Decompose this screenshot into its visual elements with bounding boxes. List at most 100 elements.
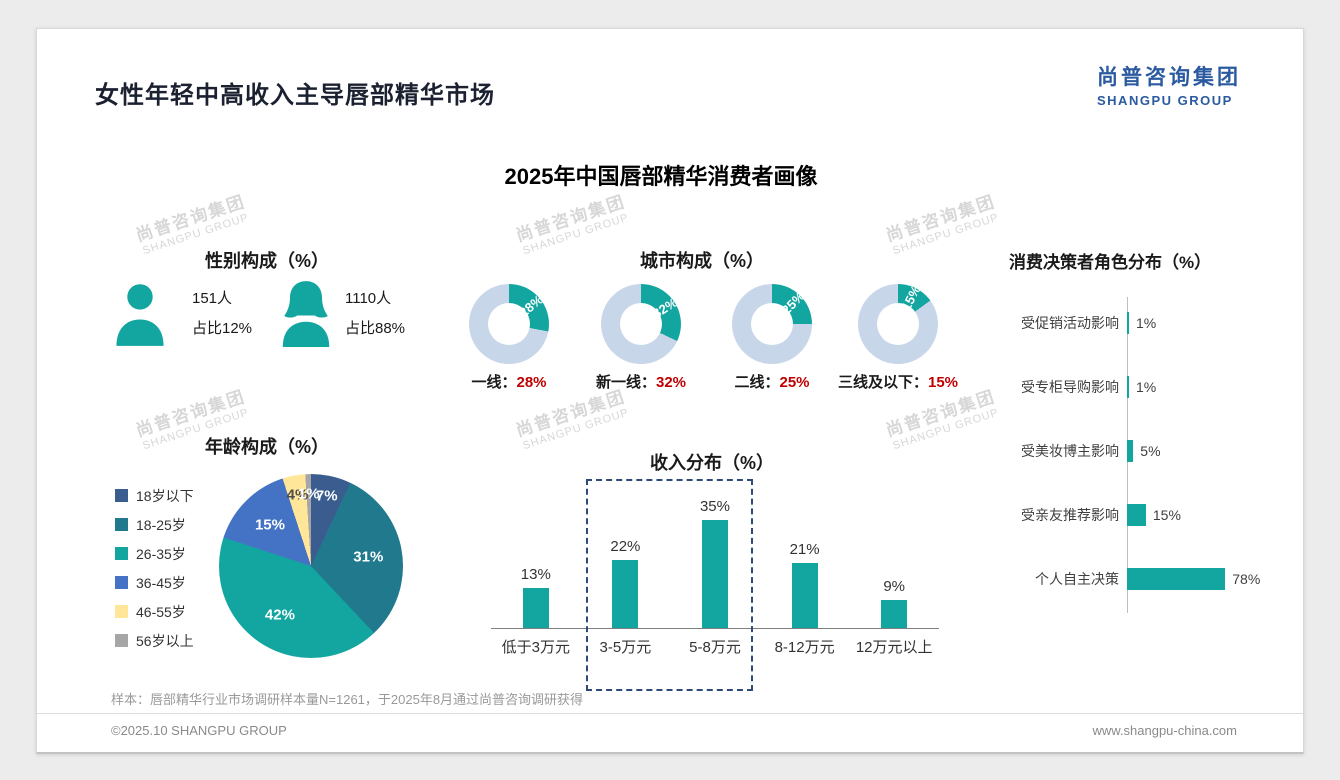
legend-swatch (115, 489, 128, 502)
decision-bar (1127, 312, 1129, 334)
donut-chart-tier3: 15% (858, 283, 938, 364)
legend-swatch (115, 547, 128, 560)
bar-value-label: 22% (610, 537, 641, 555)
watermark: 尚普咨询集团 SHANGPU GROUP (860, 180, 1024, 265)
female-share: 占比88% (345, 320, 406, 337)
decision-bar (1127, 440, 1134, 462)
age-section-title: 年龄构成（%） (204, 437, 329, 457)
legend-item: 36-45岁 (115, 568, 194, 597)
income-bar-group: 22% (581, 538, 671, 628)
sample-footnote: 样本：唇部精华行业市场调研样本量N=1261，于2025年8月通过尚普咨询调研获… (111, 692, 584, 707)
income-section-title: 收入分布（%） (649, 453, 774, 473)
income-bar (881, 600, 908, 628)
decision-category-label: 受美妆博主影响 (1021, 443, 1119, 459)
income-category-label: 12万元以上 (855, 639, 933, 656)
company-logo: 尚普咨询集团 SHANGPU GROUP (1097, 61, 1241, 108)
income-bar-group: 13% (491, 566, 581, 628)
donut-caption: 二线：25% (697, 371, 847, 392)
pie-slice-label: 31% (353, 548, 384, 566)
decision-value-label: 5% (1140, 443, 1161, 459)
female-count: 1110人 (345, 290, 392, 307)
income-bar-group: 9% (849, 578, 939, 628)
decision-value-label: 1% (1136, 379, 1157, 395)
income-category-label: 5-8万元 (689, 639, 741, 656)
decision-category-label: 受促销活动影响 (1021, 315, 1119, 331)
legend-item: 18岁以下 (115, 481, 194, 510)
donut-caption-value: 25% (779, 374, 810, 391)
watermark-cn: 尚普咨询集团 (883, 192, 998, 246)
income-bar (522, 587, 549, 628)
donut-caption-label: 一线： (471, 374, 517, 391)
income-axis-line (491, 628, 939, 629)
donut-caption-label: 二线： (734, 374, 780, 391)
decision-category-label: 个人自主决策 (1035, 571, 1119, 587)
legend-swatch (115, 605, 128, 618)
donut-value-label: 32% (650, 295, 681, 322)
decision-row: 受专柜导购影响 1% (977, 355, 1307, 419)
legend-label: 26-35岁 (136, 545, 186, 562)
legend-label: 18岁以下 (136, 487, 194, 504)
decision-value-label: 15% (1152, 507, 1181, 523)
donut-chart-tier2: 25% (732, 284, 812, 364)
decision-section-title: 消费决策者角色分布（%） (1009, 253, 1212, 272)
pie-slice-label: 1% (297, 485, 320, 503)
income-bar (612, 559, 639, 628)
age-legend: 18岁以下 18-25岁 26-35岁 36-45岁 46-55岁 56岁以上 (115, 481, 194, 655)
donut-caption-value: 32% (655, 374, 687, 391)
footer-copyright: ©2025.10 SHANGPU GROUP (111, 723, 287, 738)
pie-slice-label: 7% (315, 487, 338, 505)
page-title: 女性年轻中高收入主导唇部精华市场 (95, 82, 495, 109)
decision-value-label: 78% (1232, 571, 1261, 587)
donut-caption-label: 新一线： (595, 374, 656, 391)
income-bar-group: 21% (760, 541, 850, 628)
decision-hbar-chart: 受促销活动影响 1% 受专柜导购影响 1% 受美妆博主影响 5% 受亲友推荐影响… (977, 291, 1307, 611)
income-bar (791, 562, 818, 628)
pie-slice-label: 4% (286, 486, 309, 504)
pie-slice-label: 15% (254, 516, 285, 534)
decision-row: 个人自主决策 78% (977, 547, 1307, 611)
legend-swatch (115, 576, 128, 589)
donut-caption-value: 15% (927, 374, 959, 391)
donut-caption: 三线及以下：15% (823, 371, 973, 392)
income-category-label: 3-5万元 (599, 639, 652, 656)
footer-divider (37, 713, 1303, 714)
legend-swatch (115, 518, 128, 531)
legend-item: 46-55岁 (115, 597, 194, 626)
logo-cn: 尚普咨询集团 (1097, 66, 1241, 89)
bar-value-label: 21% (789, 540, 820, 558)
male-count: 151人 (192, 290, 233, 307)
decision-category-label: 受亲友推荐影响 (1021, 507, 1119, 523)
donut-caption: 一线：28% (434, 371, 584, 392)
decision-row: 受亲友推荐影响 15% (977, 483, 1307, 547)
age-pie: 7% 31% 42% 15% 4% 1% (219, 474, 403, 658)
decision-category-label: 受专柜导购影响 (1021, 379, 1119, 395)
decision-value-label: 1% (1136, 315, 1157, 331)
decision-bar (1127, 376, 1129, 398)
donut-value-label: 25% (777, 288, 808, 318)
female-icon (275, 279, 337, 354)
legend-label: 18-25岁 (136, 516, 186, 533)
income-bars: 13% 22% 35% 21% 9% (491, 484, 939, 628)
legend-label: 56岁以上 (136, 632, 194, 649)
decision-bar (1127, 504, 1146, 526)
watermark-cn: 尚普咨询集团 (133, 192, 248, 246)
logo-en: SHANGPU GROUP (1097, 93, 1233, 108)
donut-value-label: 28% (516, 291, 547, 320)
slide: 尚普咨询集团 SHANGPU GROUP 尚普咨询集团 SHANGPU GROU… (36, 28, 1304, 754)
legend-label: 46-55岁 (136, 603, 186, 620)
income-category-label: 低于3万元 (501, 639, 570, 656)
donut-caption: 新一线：32% (566, 371, 716, 392)
income-bar-chart: 13% 22% 35% 21% 9% 低于3万元 3-5万元 (491, 484, 939, 657)
footer-website: www.shangpu-china.com (1092, 723, 1237, 738)
pie-slice-label: 42% (264, 606, 295, 624)
donut-value-label: 15% (898, 283, 924, 314)
watermark-en: SHANGPU GROUP (891, 211, 1001, 258)
donut-caption-value: 28% (516, 374, 547, 391)
donut-chart-new-tier1: 32% (601, 284, 681, 364)
decision-row: 受美妆博主影响 5% (977, 419, 1307, 483)
legend-item: 18-25岁 (115, 510, 194, 539)
male-share: 占比12% (192, 320, 253, 337)
income-bar (701, 519, 728, 628)
income-highlight-box (586, 479, 753, 691)
watermark-cn: 尚普咨询集团 (513, 192, 628, 246)
